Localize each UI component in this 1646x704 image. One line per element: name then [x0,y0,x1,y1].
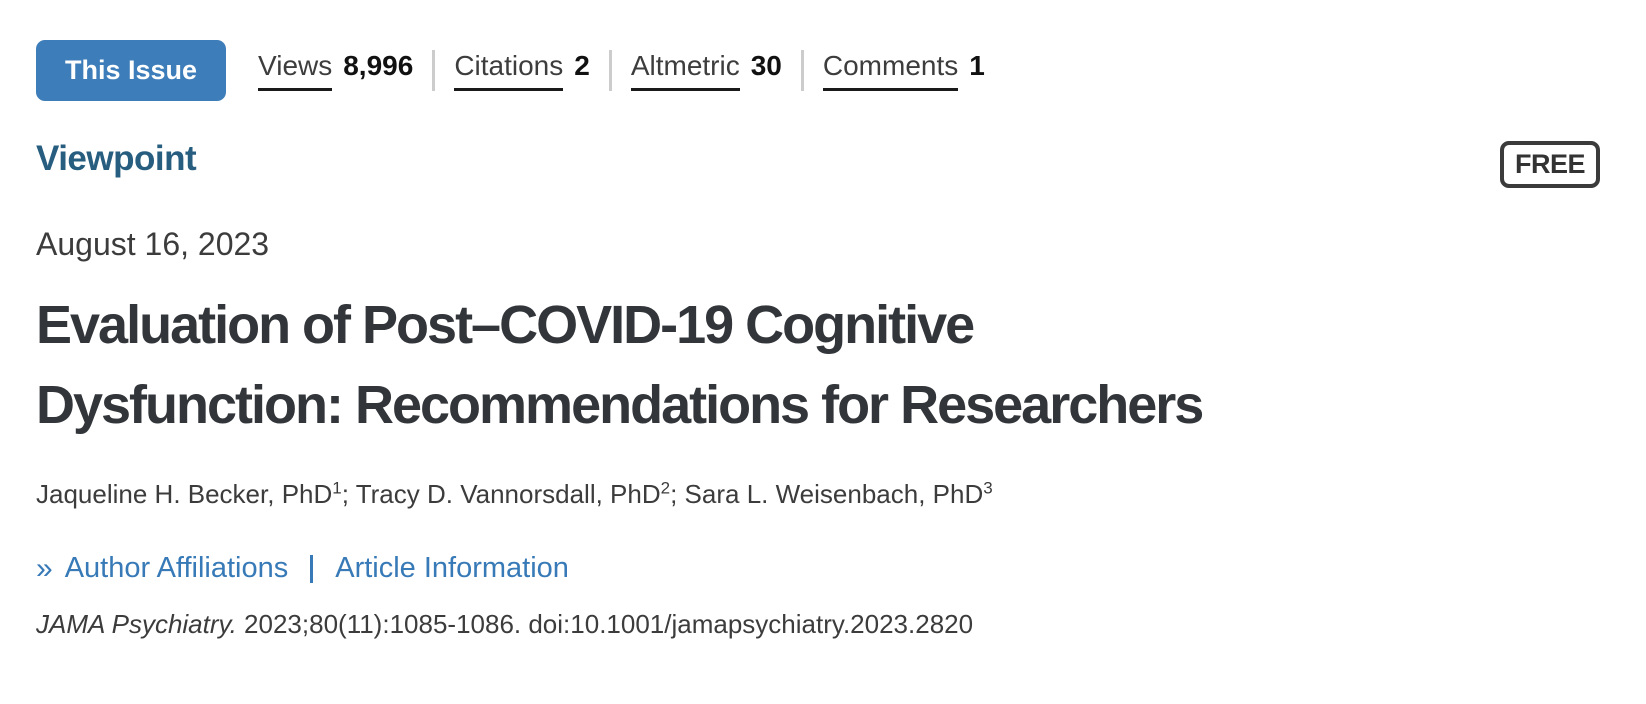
this-issue-button[interactable]: This Issue [36,40,227,101]
publication-date: August 16, 2023 [36,226,270,262]
author-name: Jaqueline H. Becker, PhD [36,479,333,509]
article-title-line2: Dysfunction: Recommendations for Researc… [36,375,1204,435]
journal-name: JAMA Psychiatry. [36,609,237,639]
category-row: Viewpoint FREE [36,139,1600,188]
author-affiliation-number: 3 [983,478,993,498]
author-affiliations-link[interactable]: Author Affiliations [64,552,289,584]
metric-altmetric: Altmetric 30 [608,50,782,91]
citation-line: JAMA Psychiatry. 2023;80(11):1085-1086. … [36,609,1600,640]
article-title: Evaluation of Post–COVID-19 Cognitive Dy… [36,285,1600,445]
author-separator: ; [670,479,685,509]
metric-views: Views 8,996 [258,50,413,91]
citation-details: 2023;80(11):1085-1086. doi:10.1001/jamap… [236,609,974,639]
altmetric-count: 30 [750,50,782,81]
links-divider [310,554,314,583]
article-information-link[interactable]: Article Information [335,552,569,584]
article-title-line1: Evaluation of Post–COVID-19 Cognitive [36,295,975,355]
comments-count: 1 [969,50,985,81]
views-link[interactable]: Views [258,50,333,91]
views-count: 8,996 [343,50,414,81]
comments-link[interactable]: Comments [822,50,959,91]
metric-citations: Citations 2 [432,50,590,91]
author-name: Sara L. Weisenbach, PhD [684,479,984,509]
author-name: Tracy D. Vannorsdall, PhD [355,479,661,509]
altmetric-link[interactable]: Altmetric [630,50,740,91]
metrics-bar: This Issue Views 8,996 Citations 2 Altme… [36,40,1600,101]
citations-link[interactable]: Citations [454,50,564,91]
metric-comments: Comments 1 [800,50,985,91]
author-separator: ; [341,479,356,509]
author-affiliation-number: 1 [332,478,342,498]
citations-count: 2 [574,50,590,81]
article-links-row: » Author Affiliations Article Informatio… [36,552,1600,585]
author-byline: Jaqueline H. Becker, PhD1; Tracy D. Vann… [36,479,1600,510]
category-link-viewpoint[interactable]: Viewpoint [36,139,197,178]
free-access-badge: FREE [1499,141,1600,188]
double-chevron-right-icon: » [36,551,53,585]
article-metrics: Views 8,996 Citations 2 Altmetric 30 Com… [258,50,985,91]
author-affiliation-number: 2 [660,478,671,498]
